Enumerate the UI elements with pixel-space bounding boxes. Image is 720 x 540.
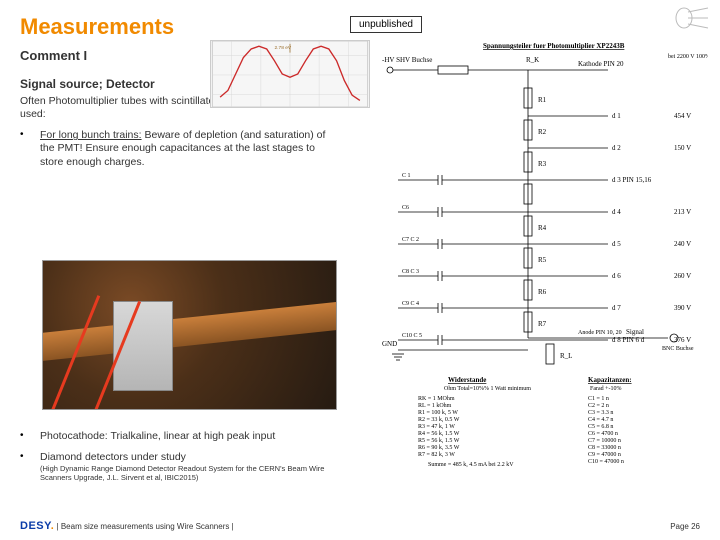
- scintillator-spectrum-plot: 2.78 eV: [210, 40, 370, 108]
- svg-text:C7 = 10000 n: C7 = 10000 n: [588, 438, 621, 444]
- svg-text:213 V: 213 V: [674, 208, 691, 216]
- corner-glyph-icon: [674, 6, 710, 30]
- svg-text:R2: R2: [538, 128, 547, 136]
- svg-text:390 V: 390 V: [674, 304, 691, 312]
- bei-label-1: bei 2200 V 100%: [668, 54, 708, 60]
- svg-text:454 V: 454 V: [674, 112, 691, 120]
- svg-text:C10 = 47000 n: C10 = 47000 n: [588, 459, 624, 465]
- svg-text:376 V: 376 V: [674, 336, 691, 344]
- bullet-1-text: For long bunch trains: Beware of depleti…: [40, 129, 340, 168]
- svg-text:d 1: d 1: [612, 112, 621, 120]
- svg-text:C9 C 4: C9 C 4: [402, 301, 419, 307]
- photo-bracket: [113, 301, 173, 391]
- kapaz-title: Kapazitanzen:: [588, 376, 632, 384]
- footer: DESY. | Beam size measurements using Wir…: [20, 520, 700, 532]
- voltage-divider-circuit: Spannungsteiler fuer Photomultiplier XP2…: [378, 38, 708, 468]
- svg-text:240 V: 240 V: [674, 240, 691, 248]
- bullet-mark: •: [20, 430, 30, 443]
- svg-text:R5 = 56 k, 1.5 W: R5 = 56 k, 1.5 W: [418, 438, 460, 444]
- svg-text:C7 C 2: C7 C 2: [402, 237, 419, 243]
- bullet-3-citation: (High Dynamic Range Diamond Detector Rea…: [40, 464, 340, 482]
- svg-text:C4 = 4.7 n: C4 = 4.7 n: [588, 417, 613, 423]
- kapaz-note: Farad +-10%: [590, 386, 622, 392]
- svg-text:d 4: d 4: [612, 208, 621, 216]
- footer-center: | Beam size measurements using Wire Scan…: [57, 522, 234, 531]
- svg-text:R5: R5: [538, 256, 547, 264]
- svg-text:C8 = 33000 n: C8 = 33000 n: [588, 445, 621, 451]
- svg-text:C1 = 1 n: C1 = 1 n: [588, 396, 609, 402]
- svg-text:d 2: d 2: [612, 144, 621, 152]
- svg-text:RK = 1 MOhm: RK = 1 MOhm: [418, 396, 455, 402]
- anode-label: Anode PIN 10, 20: [578, 330, 622, 336]
- bullet-3-text: Diamond detectors under study: [40, 451, 186, 464]
- rl-label: R_L: [560, 352, 572, 360]
- hv-label: -HV SHV Buchse: [382, 56, 432, 64]
- desy-logo: DESY.: [20, 520, 54, 532]
- svg-text:RL = 1 kOhm: RL = 1 kOhm: [418, 403, 452, 409]
- svg-text:C5 = 6.8 n: C5 = 6.8 n: [588, 424, 613, 430]
- svg-text:R4 = 56 k, 1.5 W: R4 = 56 k, 1.5 W: [418, 431, 460, 437]
- bullet-1: • For long bunch trains: Beware of deple…: [20, 129, 340, 168]
- svg-text:C3 = 3.3 n: C3 = 3.3 n: [588, 410, 613, 416]
- pmt-photo: [42, 260, 337, 410]
- svg-text:C6: C6: [402, 205, 409, 211]
- bullet-2: • Photocathode: Trialkaline, linear at h…: [20, 430, 340, 443]
- svg-text:d 3 PIN 15,16: d 3 PIN 15,16: [612, 176, 652, 184]
- svg-text:R6: R6: [538, 288, 547, 296]
- svg-text:R1 = 100 k, 5 W: R1 = 100 k, 5 W: [418, 410, 458, 416]
- unpublished-label: unpublished: [350, 16, 422, 33]
- bullet-2-text: Photocathode: Trialkaline, linear at hig…: [40, 430, 275, 443]
- widerstande-note: Ohm Total=10%% 1 Watt minimum: [444, 386, 531, 392]
- bullet-3: • Diamond detectors under study: [20, 451, 340, 464]
- svg-text:260 V: 260 V: [674, 272, 691, 280]
- signal-label: Signal: [626, 328, 644, 336]
- svg-text:C6 = 4700 n: C6 = 4700 n: [588, 431, 618, 437]
- bullet-1-strong: For long bunch trains:: [40, 129, 142, 141]
- svg-text:R3: R3: [538, 160, 547, 168]
- svg-text:R2 = 33 k, 0.5 W: R2 = 33 k, 0.5 W: [418, 417, 460, 423]
- bullet-mark: •: [20, 451, 30, 464]
- summe: Summe = 485 k, 4.5 mA bei 2.2 kV: [428, 462, 514, 468]
- svg-text:R4: R4: [538, 224, 547, 232]
- svg-text:R7 = 82 k, 3 W: R7 = 82 k, 3 W: [418, 452, 455, 458]
- svg-text:C10 C 5: C10 C 5: [402, 333, 422, 339]
- spectrum-annot: 2.78 eV: [274, 45, 291, 51]
- circuit-title: Spannungsteiler fuer Photomultiplier XP2…: [483, 42, 625, 50]
- spectrum-svg: 2.78 eV: [211, 41, 369, 107]
- bullet-mark: •: [20, 129, 30, 168]
- svg-text:R6 = 90 k, 3.5 W: R6 = 90 k, 3.5 W: [418, 445, 460, 451]
- svg-text:d 5: d 5: [612, 240, 621, 248]
- svg-text:C2 = 2 n: C2 = 2 n: [588, 403, 609, 409]
- rk-label: R_K: [526, 56, 539, 64]
- kathode-label: Kathode PIN 20: [578, 60, 624, 68]
- svg-text:C8 C 3: C8 C 3: [402, 269, 419, 275]
- svg-text:R1: R1: [538, 96, 547, 104]
- page-number: Page 26: [670, 522, 700, 531]
- bnc-label: BNC Buchse: [662, 346, 694, 352]
- svg-text:R3 = 47 k, 1 W: R3 = 47 k, 1 W: [418, 424, 455, 430]
- svg-text:d 6: d 6: [612, 272, 621, 280]
- bullet-3-main: Diamond detectors under study: [40, 451, 186, 463]
- gnd-label: GND: [382, 340, 397, 348]
- svg-text:R7: R7: [538, 320, 547, 328]
- svg-text:C 1: C 1: [402, 173, 411, 179]
- svg-text:C9 = 47000 n: C9 = 47000 n: [588, 452, 621, 458]
- svg-text:d 7: d 7: [612, 304, 621, 312]
- svg-text:150 V: 150 V: [674, 144, 691, 152]
- widerstande-title: Widerstande: [448, 376, 486, 384]
- svg-text:d 8 PIN 6 d: d 8 PIN 6 d: [612, 336, 645, 344]
